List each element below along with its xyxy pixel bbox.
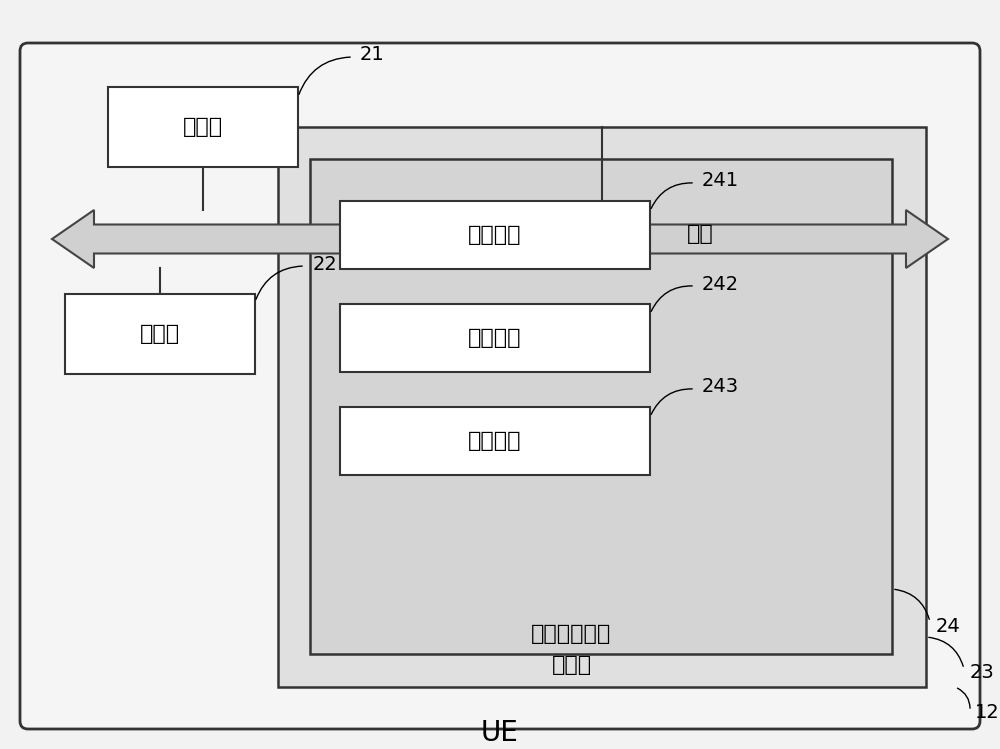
Text: 存储器: 存储器 bbox=[552, 655, 592, 675]
Text: 120: 120 bbox=[975, 703, 1000, 723]
Bar bbox=[310, 159, 892, 654]
Text: 应用程序模块: 应用程序模块 bbox=[531, 624, 611, 644]
Text: 发送模块: 发送模块 bbox=[468, 431, 522, 451]
Text: 243: 243 bbox=[702, 377, 739, 396]
FancyBboxPatch shape bbox=[20, 43, 980, 729]
Text: 接收模块: 接收模块 bbox=[468, 225, 522, 245]
Text: 241: 241 bbox=[702, 172, 739, 190]
Text: 23: 23 bbox=[970, 664, 995, 682]
Bar bbox=[278, 127, 926, 687]
Text: UE: UE bbox=[481, 719, 519, 747]
Bar bbox=[340, 304, 650, 372]
Bar bbox=[65, 294, 255, 374]
Polygon shape bbox=[52, 210, 948, 268]
Bar bbox=[108, 87, 298, 167]
Text: 处理器: 处理器 bbox=[183, 117, 223, 137]
Text: 接收器: 接收器 bbox=[140, 324, 180, 344]
Text: 24: 24 bbox=[936, 616, 961, 635]
Text: 242: 242 bbox=[702, 274, 739, 294]
Text: 执行模块: 执行模块 bbox=[468, 328, 522, 348]
Text: 总线: 总线 bbox=[687, 224, 713, 244]
Text: 22: 22 bbox=[313, 255, 338, 273]
Bar bbox=[340, 201, 650, 269]
Text: 21: 21 bbox=[360, 44, 385, 64]
Bar bbox=[340, 407, 650, 475]
